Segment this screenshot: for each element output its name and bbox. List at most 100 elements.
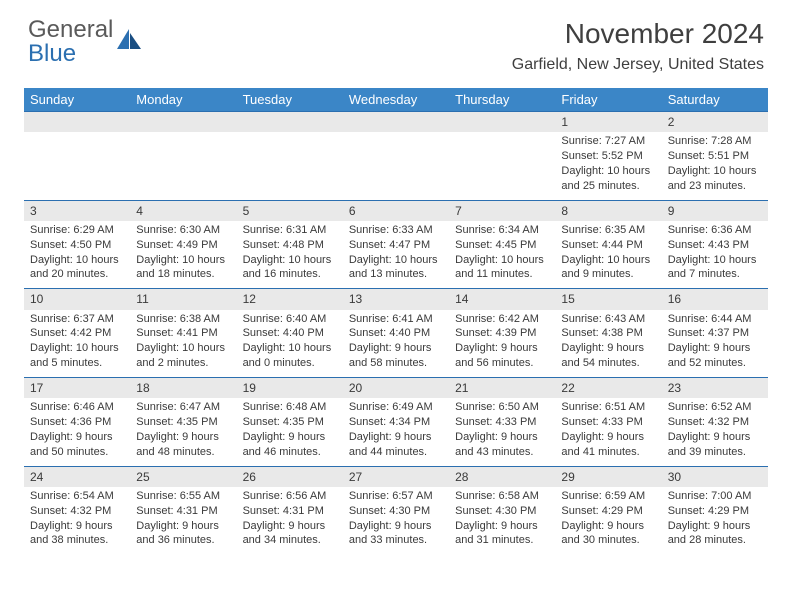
daylight-line: Daylight: 9 hours and 28 minutes. [668,519,762,549]
day-number-cell [449,112,555,133]
sunset-line: Sunset: 4:45 PM [455,238,549,253]
daylight-line: Daylight: 9 hours and 56 minutes. [455,341,549,371]
day-number-cell: 30 [662,466,768,487]
sunrise-line: Sunrise: 6:52 AM [668,400,762,415]
day-data-cell [130,132,236,200]
daylight-line: Daylight: 9 hours and 34 minutes. [243,519,337,549]
day-number-cell: 6 [343,200,449,221]
sunrise-line: Sunrise: 7:27 AM [561,134,655,149]
day-number-row: 3456789 [24,200,768,221]
sunset-line: Sunset: 4:40 PM [243,326,337,341]
weekday-header: Wednesday [343,88,449,112]
title-block: November 2024 Garfield, New Jersey, Unit… [512,18,764,74]
day-data-cell: Sunrise: 6:40 AMSunset: 4:40 PMDaylight:… [237,310,343,378]
daylight-line: Daylight: 10 hours and 23 minutes. [668,164,762,194]
sunrise-line: Sunrise: 6:49 AM [349,400,443,415]
sunset-line: Sunset: 4:29 PM [668,504,762,519]
day-number-row: 17181920212223 [24,378,768,399]
day-data-cell: Sunrise: 6:35 AMSunset: 4:44 PMDaylight:… [555,221,661,289]
sunset-line: Sunset: 4:49 PM [136,238,230,253]
sunset-line: Sunset: 4:35 PM [243,415,337,430]
day-number-cell: 22 [555,378,661,399]
sunset-line: Sunset: 4:47 PM [349,238,443,253]
daylight-line: Daylight: 10 hours and 16 minutes. [243,253,337,283]
sunset-line: Sunset: 4:38 PM [561,326,655,341]
sunset-line: Sunset: 4:33 PM [561,415,655,430]
daylight-line: Daylight: 10 hours and 7 minutes. [668,253,762,283]
sunset-line: Sunset: 4:35 PM [136,415,230,430]
day-number-cell: 13 [343,289,449,310]
sunrise-line: Sunrise: 6:40 AM [243,312,337,327]
day-number-cell: 24 [24,466,130,487]
daylight-line: Daylight: 10 hours and 13 minutes. [349,253,443,283]
sunset-line: Sunset: 4:30 PM [455,504,549,519]
sunrise-line: Sunrise: 6:44 AM [668,312,762,327]
day-number-row: 12 [24,112,768,133]
sunrise-line: Sunrise: 6:37 AM [30,312,124,327]
sunrise-line: Sunrise: 6:36 AM [668,223,762,238]
day-data-row: Sunrise: 6:54 AMSunset: 4:32 PM Daylight:… [24,487,768,555]
day-data-row: Sunrise: 6:37 AMSunset: 4:42 PMDaylight:… [24,310,768,378]
daylight-line: Daylight: 10 hours and 18 minutes. [136,253,230,283]
day-data-cell: Sunrise: 6:56 AMSunset: 4:31 PMDaylight:… [237,487,343,555]
day-data-cell: Sunrise: 6:42 AMSunset: 4:39 PMDaylight:… [449,310,555,378]
sunset-line: Sunset: 4:37 PM [668,326,762,341]
day-number-cell: 4 [130,200,236,221]
day-data-row: Sunrise: 7:27 AMSunset: 5:52 PMDaylight:… [24,132,768,200]
sunset-line: Sunset: 5:51 PM [668,149,762,164]
daylight-line: Daylight: 10 hours and 5 minutes. [30,341,124,371]
daylight-line: Daylight: 9 hours and 44 minutes. [349,430,443,460]
day-number-cell: 21 [449,378,555,399]
location-label: Garfield, New Jersey, United States [512,56,764,74]
day-data-cell: Sunrise: 6:55 AMSunset: 4:31 PMDaylight:… [130,487,236,555]
day-data-cell: Sunrise: 6:46 AMSunset: 4:36 PMDaylight:… [24,398,130,466]
daylight-line: Daylight: 10 hours and 11 minutes. [455,253,549,283]
sunset-line: Sunset: 4:40 PM [349,326,443,341]
daylight-line: Daylight: 9 hours and 46 minutes. [243,430,337,460]
day-number-cell: 3 [24,200,130,221]
sunrise-line: Sunrise: 6:55 AM [136,489,230,504]
day-data-cell: Sunrise: 6:44 AMSunset: 4:37 PMDaylight:… [662,310,768,378]
day-data-cell: Sunrise: 6:54 AMSunset: 4:32 PMDaylight:… [24,487,130,555]
sunrise-line: Sunrise: 6:50 AM [455,400,549,415]
day-data-cell: Sunrise: 6:41 AMSunset: 4:40 PMDaylight:… [343,310,449,378]
sunset-line: Sunset: 4:33 PM [455,415,549,430]
sunset-line: Sunset: 4:34 PM [349,415,443,430]
day-data-cell: Sunrise: 7:00 AMSunset: 4:29 PMDaylight:… [662,487,768,555]
day-data-cell: Sunrise: 6:29 AMSunset: 4:50 PMDaylight:… [24,221,130,289]
daylight-line: Daylight: 9 hours and 41 minutes. [561,430,655,460]
day-data-cell: Sunrise: 6:43 AMSunset: 4:38 PMDaylight:… [555,310,661,378]
daylight-line: Daylight: 9 hours and 33 minutes. [349,519,443,549]
daylight-line: Daylight: 10 hours and 0 minutes. [243,341,337,371]
logo: General Blue [28,18,143,66]
sunrise-line: Sunrise: 6:48 AM [243,400,337,415]
weekday-header: Friday [555,88,661,112]
calendar-body: 12 Sunrise: 7:27 AMSunset: 5:52 PMDaylig… [24,112,768,555]
sunrise-line: Sunrise: 6:38 AM [136,312,230,327]
sunset-line: Sunset: 4:50 PM [30,238,124,253]
day-number-cell: 23 [662,378,768,399]
day-data-cell: Sunrise: 6:47 AMSunset: 4:35 PMDaylight:… [130,398,236,466]
sunset-line: Sunset: 4:32 PM [30,504,124,519]
day-number-cell: 9 [662,200,768,221]
day-number-cell: 20 [343,378,449,399]
sunrise-line: Sunrise: 6:30 AM [136,223,230,238]
day-data-cell: Sunrise: 6:48 AMSunset: 4:35 PMDaylight:… [237,398,343,466]
day-number-cell: 16 [662,289,768,310]
daylight-line: Daylight: 10 hours and 9 minutes. [561,253,655,283]
header: General Blue November 2024 Garfield, New… [0,0,792,80]
day-number-row: 24252627282930 [24,466,768,487]
daylight-line: Daylight: 9 hours and 52 minutes. [668,341,762,371]
month-title: November 2024 [512,18,764,50]
day-data-row: Sunrise: 6:46 AMSunset: 4:36 PMDaylight:… [24,398,768,466]
day-data-cell: Sunrise: 6:52 AMSunset: 4:32 PMDaylight:… [662,398,768,466]
sunrise-line: Sunrise: 6:54 AM [30,489,124,504]
weekday-header: Sunday [24,88,130,112]
sunset-line: Sunset: 4:36 PM [30,415,124,430]
sunrise-line: Sunrise: 6:47 AM [136,400,230,415]
calendar-table: SundayMondayTuesdayWednesdayThursdayFrid… [24,88,768,555]
day-number-cell: 1 [555,112,661,133]
sunrise-line: Sunrise: 6:35 AM [561,223,655,238]
day-number-cell: 14 [449,289,555,310]
day-number-cell: 17 [24,378,130,399]
